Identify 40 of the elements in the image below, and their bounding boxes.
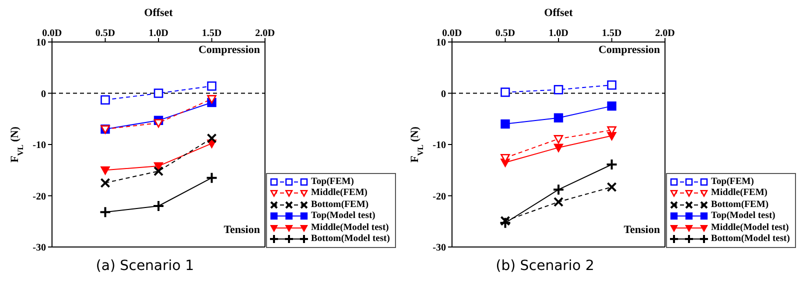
x-tick-label: 0.0D — [442, 28, 462, 39]
legend-label: Bottom(FEM) — [311, 200, 369, 210]
text: (b) Scenario 2 — [494, 258, 596, 274]
y-tick-label: 10 — [436, 38, 446, 49]
x-tick-label: 0.5D — [95, 28, 116, 39]
y-tick-label: -10 — [32, 140, 46, 152]
legend-label: Top(Model test) — [711, 211, 776, 222]
x-axis-title: Offset — [144, 6, 174, 19]
annotation: Compression — [198, 44, 260, 56]
legend-label: Bottom(Model test) — [711, 234, 790, 244]
y-tick-label: -20 — [432, 191, 446, 202]
y-tick-label: 0 — [441, 88, 446, 100]
legend-label: Middle(FEM) — [711, 188, 768, 198]
legend-label: Middle(Model test) — [711, 222, 789, 233]
y-tick-label: -10 — [432, 140, 446, 152]
x-tick-label: 0.0D — [42, 28, 62, 39]
x-tick-label: 1.5D — [202, 28, 222, 39]
legend-label: Top(FEM) — [311, 176, 354, 187]
annotation: Compression — [598, 44, 660, 56]
text: (a) Scenario 1 — [94, 258, 196, 274]
x-tick-label: 2.0D — [255, 28, 275, 39]
y-tick-label: 10 — [36, 38, 46, 49]
legend-label: Bottom(FEM) — [711, 200, 769, 210]
y-tick-label: 0 — [41, 88, 46, 100]
y-tick-label: -20 — [32, 191, 46, 202]
annotation: Tension — [224, 224, 260, 236]
x-tick-label: 1.0D — [548, 28, 568, 39]
legend-label: Middle(FEM) — [311, 188, 368, 198]
annotation: Tension — [624, 224, 660, 236]
legend-label: Top(FEM) — [711, 176, 754, 187]
y-tick-label: -30 — [32, 242, 46, 254]
legend-label: Bottom(Model test) — [311, 234, 390, 244]
y-tick-label: -30 — [432, 242, 446, 254]
x-tick-label: 1.0D — [148, 28, 168, 39]
legend-label: Top(Model test) — [311, 211, 376, 222]
x-tick-label: 0.5D — [495, 28, 516, 39]
x-axis-title: Offset — [544, 6, 574, 19]
legend-label: Middle(Model test) — [311, 222, 389, 233]
x-tick-label: 2.0D — [655, 28, 675, 39]
x-tick-label: 1.5D — [602, 28, 622, 39]
